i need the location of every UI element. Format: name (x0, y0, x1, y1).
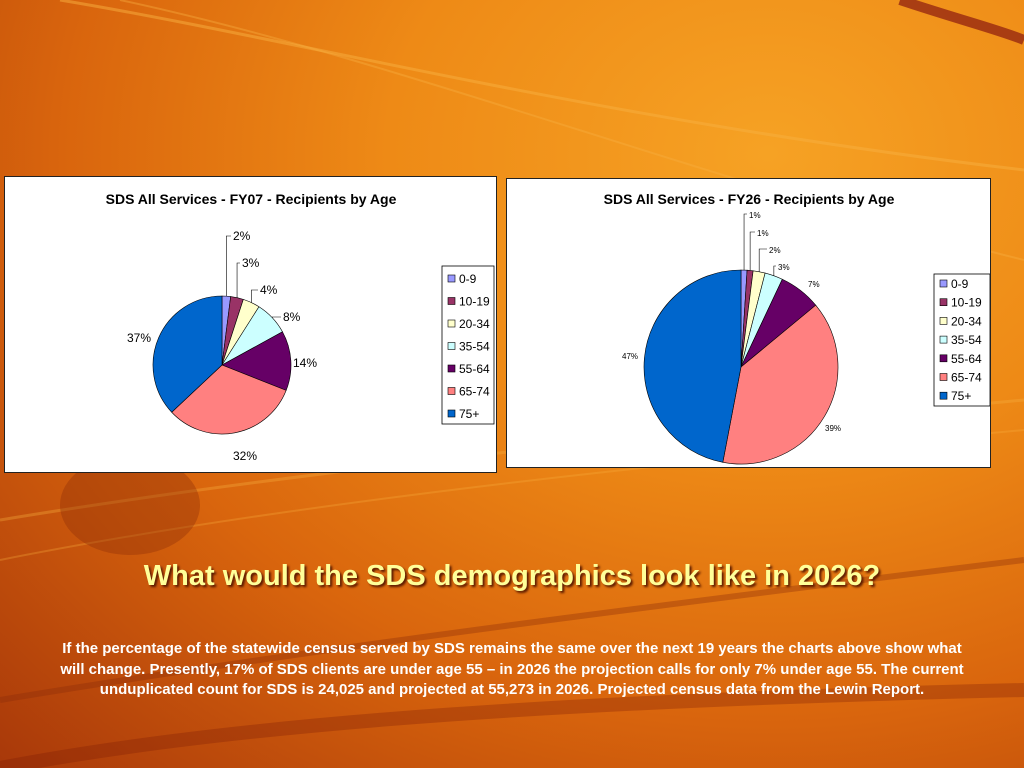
pie1-title: SDS All Services - FY07 - Recipients by … (106, 191, 397, 207)
slide-headline: What would the SDS demographics look lik… (143, 560, 881, 592)
pie2-legend-label-10-19: 10-19 (951, 296, 982, 310)
pie1-legend-label-75-: 75+ (459, 407, 479, 421)
pie2-value-label-65-74: 39% (825, 424, 841, 433)
pie2-value-label-10-19: 1% (757, 229, 769, 238)
pie1-leader-10-19 (236, 262, 240, 298)
pie2-leader-0-9 (743, 213, 747, 271)
pie2-value-label-55-64: 7% (808, 280, 820, 289)
pie1-legend-label-65-74: 65-74 (459, 385, 490, 399)
pie2-value-label-75-: 47% (622, 352, 638, 361)
pie1-slice-75- (152, 295, 223, 413)
pie1-legend-label-10-19: 10-19 (459, 295, 490, 309)
pie2-value-label-0-9: 1% (749, 211, 761, 220)
pie1-value-label-0-9: 2% (233, 229, 251, 243)
pie2-title: SDS All Services - FY26 - Recipients by … (604, 191, 895, 207)
pie2-legend-swatch-35-54 (939, 335, 948, 344)
pie1-value-label-20-34: 4% (260, 283, 278, 297)
pie1-leader-20-34 (251, 289, 258, 303)
pie1-value-label-65-74: 32% (233, 449, 257, 463)
pie2-legend-label-20-34: 20-34 (951, 314, 982, 328)
pie1-value-label-10-19: 3% (242, 256, 260, 270)
pie1-value-label-55-64: 14% (293, 356, 317, 370)
fy07-pie-chart: SDS All Services - FY07 - Recipients by … (106, 191, 495, 463)
pie2-leader-20-34 (758, 248, 767, 272)
fy07-chart: SDS All Services - FY07 - Recipients by … (4, 176, 497, 473)
pie1-leader-35-54 (271, 316, 281, 318)
pie1-legend-swatch-75- (447, 409, 456, 418)
pie1-legend-label-20-34: 20-34 (459, 317, 490, 331)
pie2-legend-swatch-75- (939, 391, 948, 400)
pie1-slice-65-74 (171, 364, 287, 435)
pie1-slice-55-64 (221, 331, 292, 391)
slide-body-text: If the percentage of the statewide censu… (60, 640, 964, 698)
pie1-legend-swatch-55-64 (447, 364, 456, 373)
pie1-value-label-75-: 37% (127, 331, 151, 345)
pie1-legend-label-55-64: 55-64 (459, 362, 490, 376)
pie2-legend-label-35-54: 35-54 (951, 333, 982, 347)
pie2-leader-35-54 (773, 265, 776, 276)
pie1-legend-swatch-0-9 (447, 274, 456, 283)
pie1-legend-label-35-54: 35-54 (459, 340, 490, 354)
pie1-legend-swatch-20-34 (447, 319, 456, 328)
pie1-legend-label-0-9: 0-9 (459, 272, 477, 286)
pie2-legend-label-75-: 75+ (951, 389, 971, 403)
pie2-legend-label-0-9: 0-9 (951, 277, 969, 291)
pie2-legend-swatch-0-9 (939, 279, 948, 288)
pie1-legend-swatch-35-54 (447, 342, 456, 350)
pie2-slice-65-74 (722, 304, 839, 465)
pie2-value-label-20-34: 2% (769, 246, 781, 255)
pie2-legend-label-65-74: 65-74 (951, 371, 982, 385)
pie1-leader-0-9 (226, 235, 231, 297)
fy26-pie-chart: SDS All Services - FY26 - Recipients by … (604, 191, 990, 465)
pie2-slice-75- (643, 269, 742, 463)
pie1-legend-swatch-10-19 (447, 297, 456, 305)
pie2-value-label-35-54: 3% (778, 263, 790, 272)
pie2-legend-swatch-10-19 (939, 298, 948, 306)
pie2-legend-label-55-64: 55-64 (951, 352, 982, 366)
pie1-legend-swatch-65-74 (447, 387, 456, 395)
pie2-legend-swatch-65-74 (939, 373, 948, 381)
pie2-legend-swatch-55-64 (939, 354, 948, 363)
pie1-value-label-35-54: 8% (283, 310, 301, 324)
pie2-legend-swatch-20-34 (939, 317, 948, 325)
pie2-leader-10-19 (749, 231, 755, 271)
fy26-chart: SDS All Services - FY26 - Recipients by … (506, 178, 991, 468)
